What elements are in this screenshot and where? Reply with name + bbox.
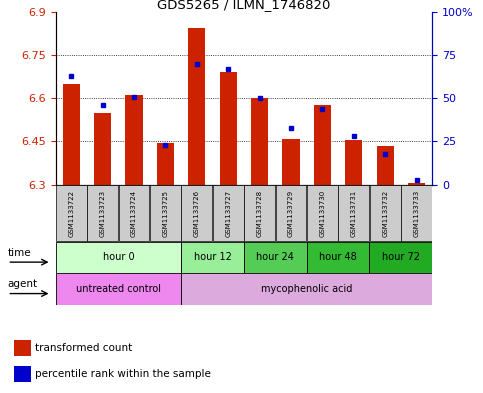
- Bar: [408, 183, 425, 185]
- Bar: [14, 340, 30, 356]
- Bar: [63, 84, 80, 185]
- Text: hour 0: hour 0: [102, 252, 134, 263]
- Text: GSM1133733: GSM1133733: [413, 189, 420, 237]
- Title: GDS5265 / ILMN_1746820: GDS5265 / ILMN_1746820: [157, 0, 330, 11]
- Text: GSM1133730: GSM1133730: [319, 189, 326, 237]
- Text: GSM1133727: GSM1133727: [225, 190, 231, 237]
- FancyBboxPatch shape: [182, 185, 212, 241]
- Bar: [94, 113, 111, 185]
- Text: hour 24: hour 24: [256, 252, 294, 263]
- Text: GSM1133728: GSM1133728: [256, 190, 263, 237]
- Text: transformed count: transformed count: [35, 343, 132, 353]
- Text: GSM1133731: GSM1133731: [351, 189, 357, 237]
- FancyBboxPatch shape: [87, 185, 118, 241]
- FancyBboxPatch shape: [181, 242, 244, 273]
- Text: GSM1133726: GSM1133726: [194, 190, 200, 237]
- Text: GSM1133729: GSM1133729: [288, 190, 294, 237]
- Text: mycophenolic acid: mycophenolic acid: [261, 284, 353, 294]
- Text: hour 72: hour 72: [382, 252, 420, 263]
- FancyBboxPatch shape: [401, 185, 432, 241]
- FancyBboxPatch shape: [307, 185, 338, 241]
- Bar: [188, 28, 205, 185]
- Bar: [126, 95, 142, 185]
- Text: GSM1133725: GSM1133725: [162, 190, 169, 237]
- FancyBboxPatch shape: [181, 273, 432, 305]
- FancyBboxPatch shape: [56, 185, 86, 241]
- Bar: [220, 72, 237, 185]
- Text: percentile rank within the sample: percentile rank within the sample: [35, 369, 211, 379]
- Bar: [345, 140, 362, 185]
- Text: hour 48: hour 48: [319, 252, 357, 263]
- Text: GSM1133723: GSM1133723: [99, 190, 106, 237]
- Text: GSM1133724: GSM1133724: [131, 190, 137, 237]
- FancyBboxPatch shape: [213, 185, 243, 241]
- FancyBboxPatch shape: [307, 242, 369, 273]
- FancyBboxPatch shape: [339, 185, 369, 241]
- Bar: [314, 105, 331, 185]
- FancyBboxPatch shape: [119, 185, 149, 241]
- FancyBboxPatch shape: [370, 185, 400, 241]
- Bar: [251, 98, 268, 185]
- FancyBboxPatch shape: [56, 242, 181, 273]
- FancyBboxPatch shape: [276, 185, 306, 241]
- Text: untreated control: untreated control: [76, 284, 161, 294]
- Text: GSM1133722: GSM1133722: [68, 190, 74, 237]
- FancyBboxPatch shape: [150, 185, 181, 241]
- Bar: [157, 143, 174, 185]
- FancyBboxPatch shape: [369, 242, 432, 273]
- Bar: [14, 366, 30, 382]
- Text: agent: agent: [7, 279, 38, 289]
- FancyBboxPatch shape: [56, 273, 181, 305]
- FancyBboxPatch shape: [244, 185, 275, 241]
- FancyBboxPatch shape: [244, 242, 307, 273]
- Text: time: time: [7, 248, 31, 258]
- Bar: [377, 146, 394, 185]
- Text: hour 12: hour 12: [194, 252, 231, 263]
- Text: GSM1133732: GSM1133732: [382, 190, 388, 237]
- Bar: [283, 139, 299, 185]
